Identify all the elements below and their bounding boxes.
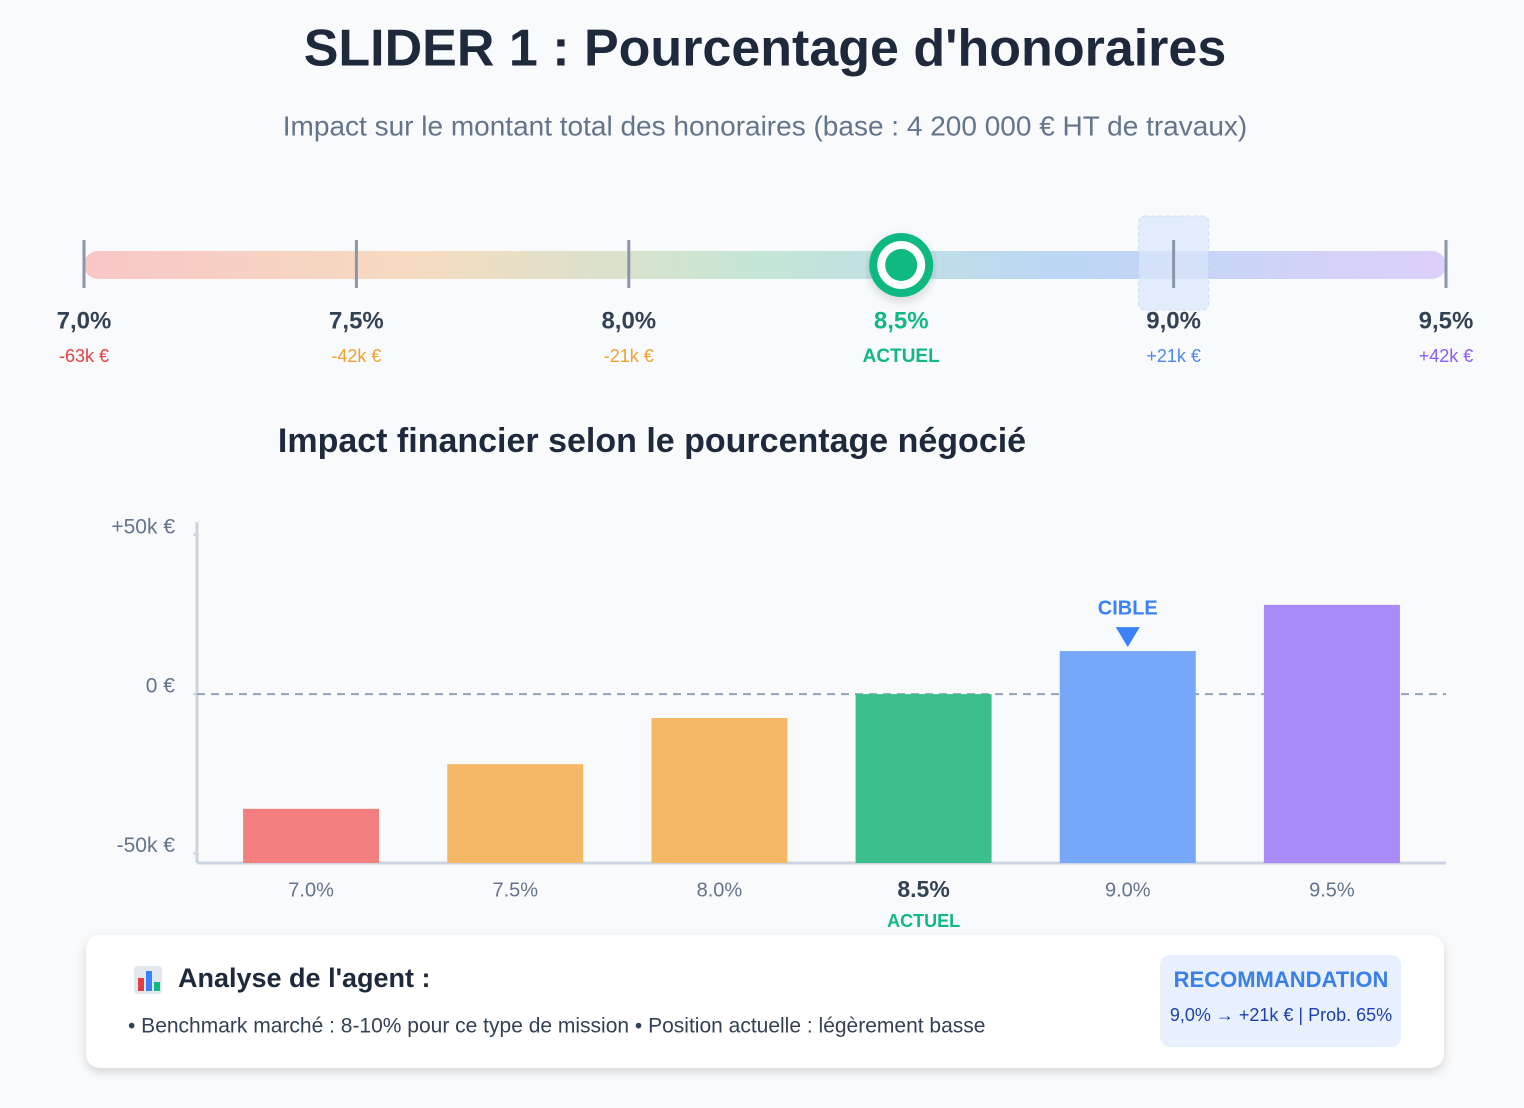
- x-tick-label: 8.0%: [697, 879, 743, 901]
- stop-label[interactable]: 8,5%: [874, 307, 929, 334]
- analysis-title: Analyse de l'agent :: [178, 963, 431, 993]
- slider-handle-dot[interactable]: [885, 249, 918, 281]
- stop-label[interactable]: 7,0%: [57, 307, 112, 334]
- y-tick-label: +50k €: [111, 515, 175, 538]
- y-tick-label: -50k €: [117, 834, 176, 857]
- y-tick-label: 0 €: [146, 675, 176, 698]
- slider[interactable]: 7,0% -63k € 7,5% -42k € 8,0% -21k € 8,5% ACTUEL…: [57, 215, 1474, 367]
- annotation: ACTUEL: [887, 911, 960, 931]
- recommendation-box: [1160, 955, 1401, 1047]
- stop-note: -42k €: [331, 346, 381, 366]
- x-tick-label: 7.0%: [288, 879, 334, 901]
- bar: [447, 764, 584, 863]
- stop-note: -21k €: [604, 346, 654, 366]
- page-title: SLIDER 1 : Pourcentage d'honoraires: [304, 20, 1227, 78]
- stop-label[interactable]: 8,0%: [601, 307, 656, 334]
- analysis-text: • Benchmark marché : 8-10% pour ce type …: [128, 1015, 985, 1038]
- x-tick-label: 8.5%: [897, 876, 949, 902]
- slider-track[interactable]: [84, 251, 1446, 279]
- x-tick-label: 9.0%: [1105, 879, 1151, 901]
- stop-note: +21k €: [1146, 346, 1201, 366]
- bar: [1059, 651, 1196, 863]
- x-tick-label: 7.5%: [492, 879, 538, 901]
- chart: +50k € 0 € -50k € 7.0% 7.5% 8.0% 8.5% 9.0% 9.5% C…: [111, 515, 1446, 931]
- bar: [855, 694, 992, 863]
- annotation-arrow: [1115, 627, 1140, 648]
- stop-label[interactable]: 7,5%: [329, 307, 384, 334]
- recommendation-text: 9,0% → +21k € | Prob. 65%: [1170, 1005, 1392, 1025]
- analysis-card: [86, 935, 1444, 1068]
- stop-label[interactable]: 9,0%: [1146, 307, 1201, 334]
- stop-note: +42k €: [1419, 346, 1474, 366]
- annotation: CIBLE: [1098, 597, 1158, 619]
- x-tick-label: 9.5%: [1309, 879, 1355, 901]
- bar: [651, 717, 788, 863]
- bar: [243, 808, 380, 863]
- stop-note: -63k €: [59, 346, 109, 366]
- recommendation-title: RECOMMANDATION: [1174, 967, 1389, 992]
- bar: [1263, 604, 1400, 863]
- page-subtitle: Impact sur le montant total des honorair…: [283, 110, 1247, 141]
- stop-label[interactable]: 9,5%: [1419, 307, 1474, 334]
- stop-note: ACTUEL: [863, 346, 940, 367]
- chart-icon: [134, 966, 162, 994]
- chart-title: Impact financier selon le pourcentage né…: [278, 422, 1026, 460]
